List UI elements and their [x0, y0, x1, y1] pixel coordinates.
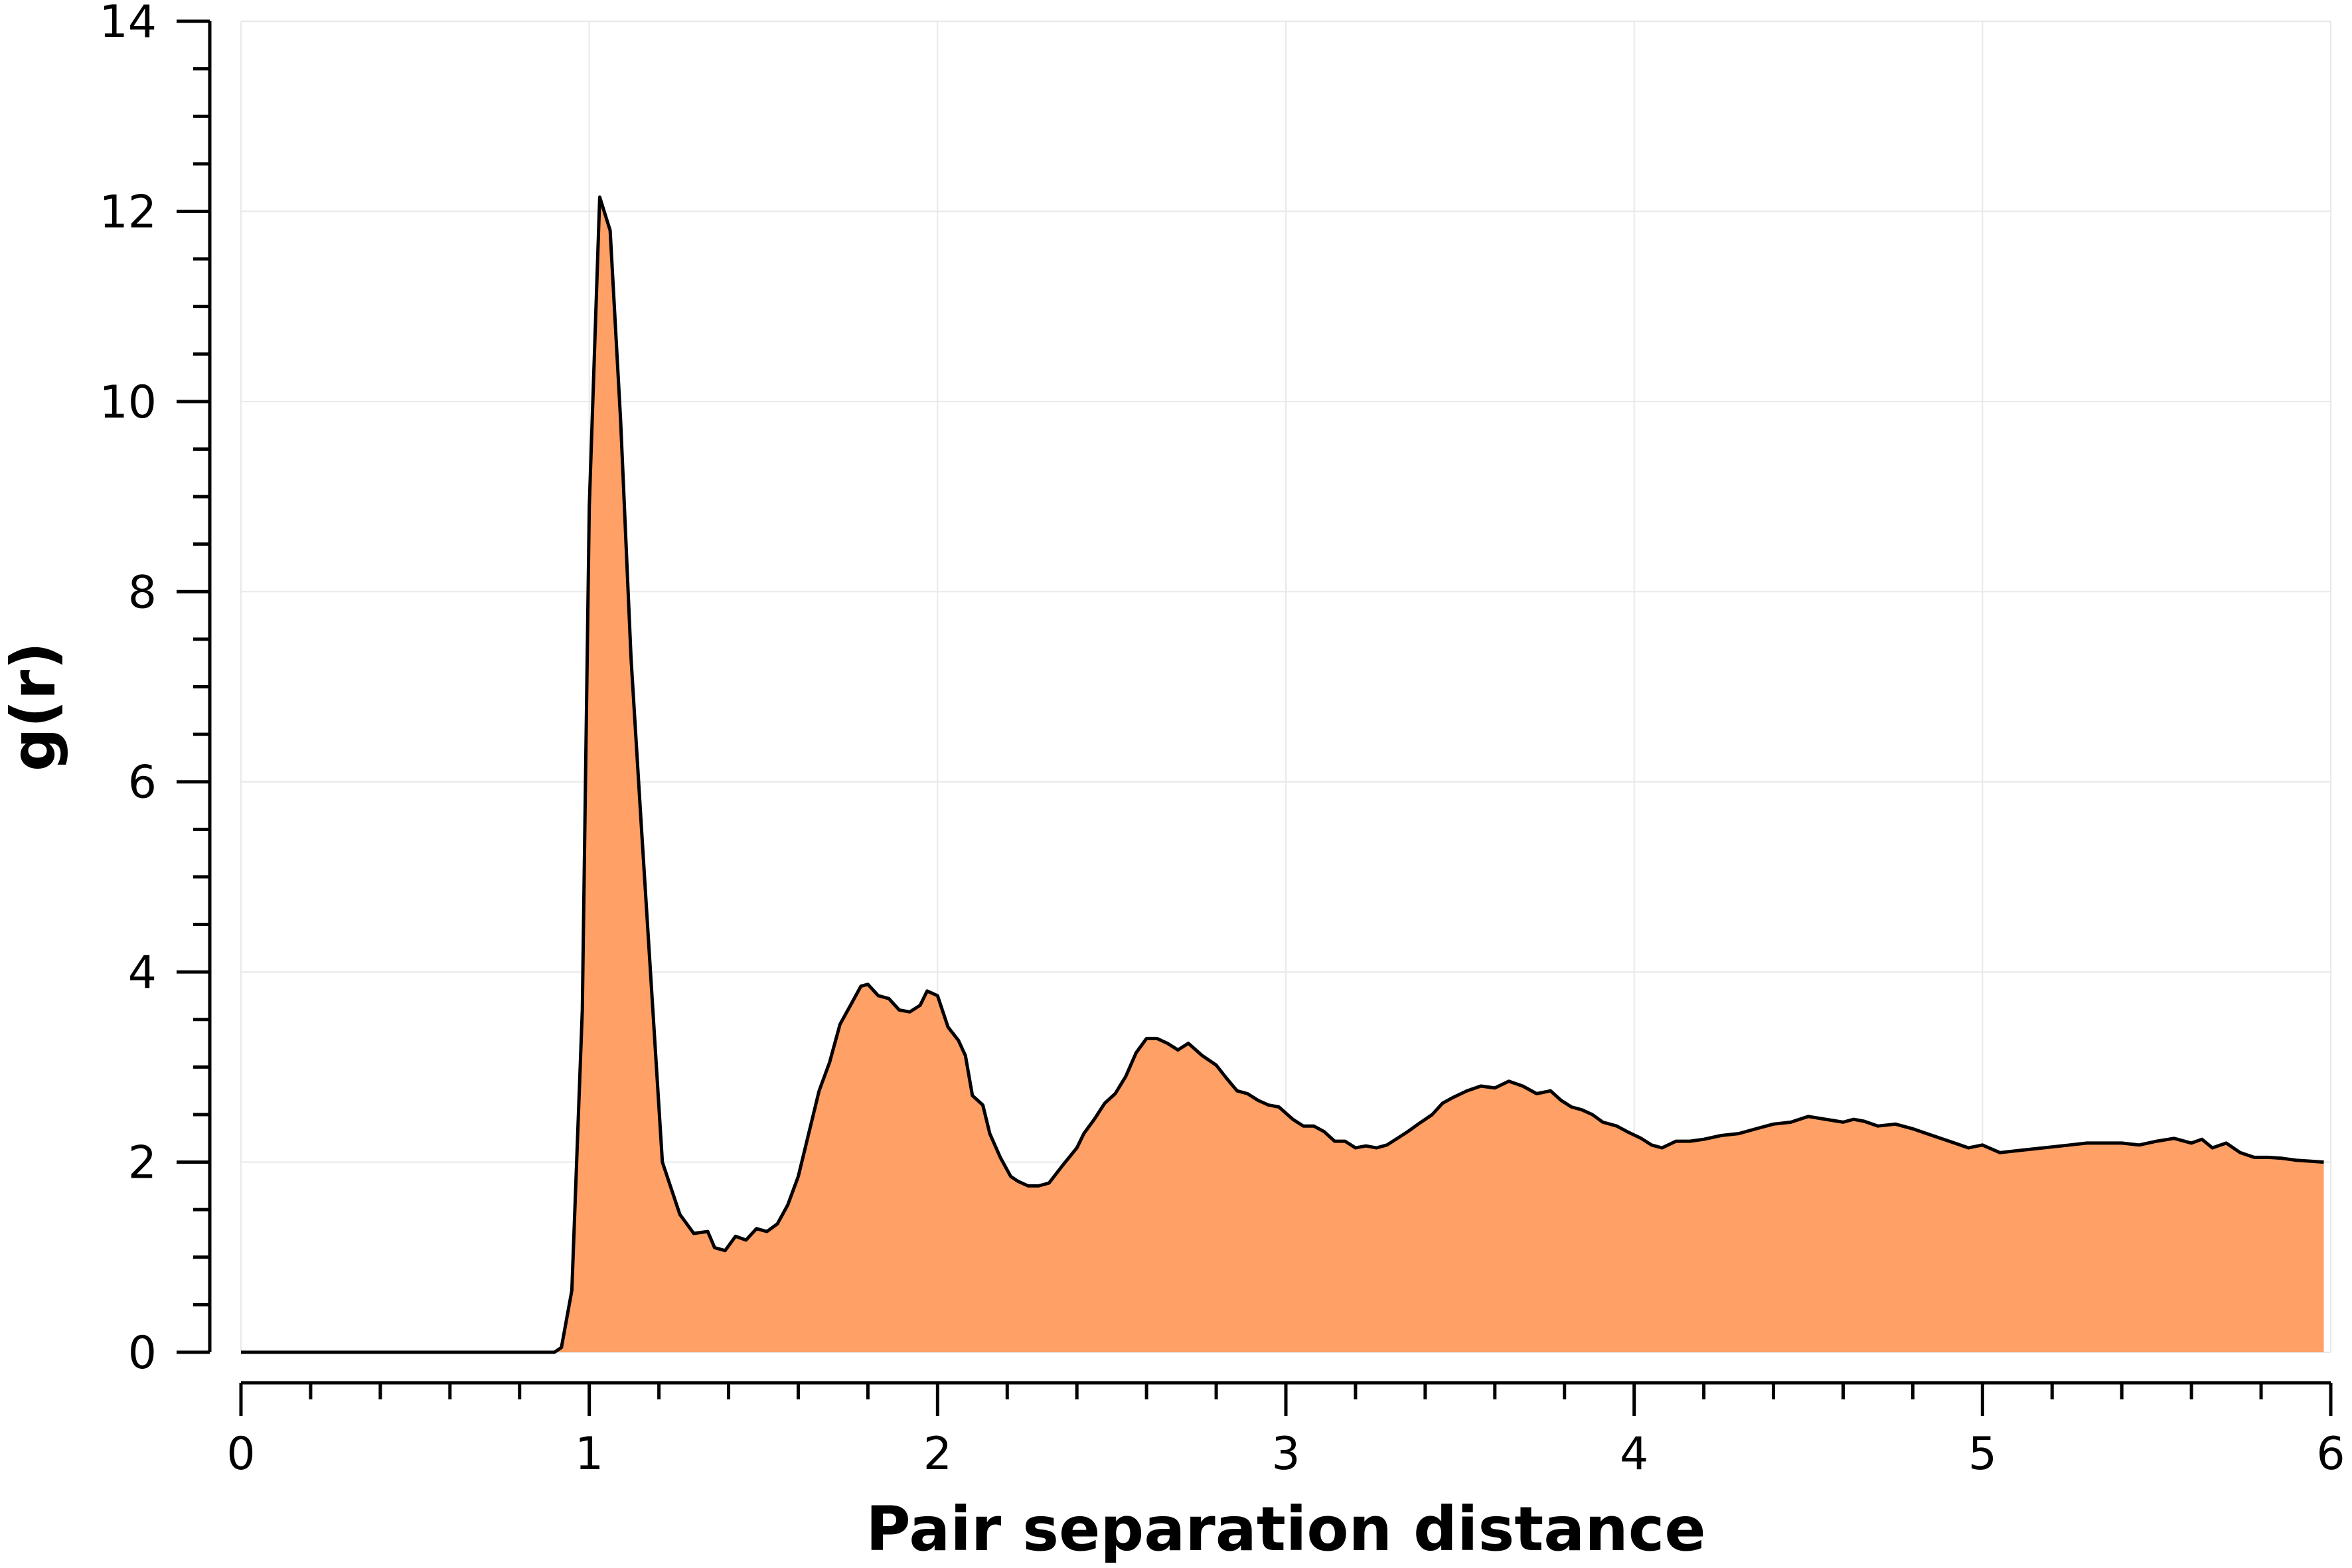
y-tick-label: 14 [99, 0, 157, 48]
y-tick-label: 0 [128, 1327, 157, 1379]
x-tick-label: 2 [923, 1428, 952, 1480]
y-tick-label: 8 [128, 566, 157, 619]
x-tick-label: 1 [575, 1428, 603, 1480]
y-axis-title: g(r) [0, 642, 69, 771]
x-axis-title: Pair separation distance [866, 1494, 1705, 1565]
x-tick-label: 5 [1968, 1428, 1997, 1480]
y-tick-label: 2 [128, 1137, 157, 1190]
area-fill [241, 196, 2324, 1352]
y-tick-label: 6 [128, 757, 157, 809]
x-tick-label: 0 [226, 1428, 255, 1480]
x-tick-label: 3 [1271, 1428, 1300, 1480]
x-tick-label: 6 [2316, 1428, 2345, 1480]
y-tick-label: 10 [99, 376, 157, 429]
y-tick-label: 4 [128, 947, 157, 999]
y-tick-label: 12 [99, 186, 157, 238]
x-tick-label: 4 [1620, 1428, 1648, 1480]
data-line [241, 195, 2324, 1354]
